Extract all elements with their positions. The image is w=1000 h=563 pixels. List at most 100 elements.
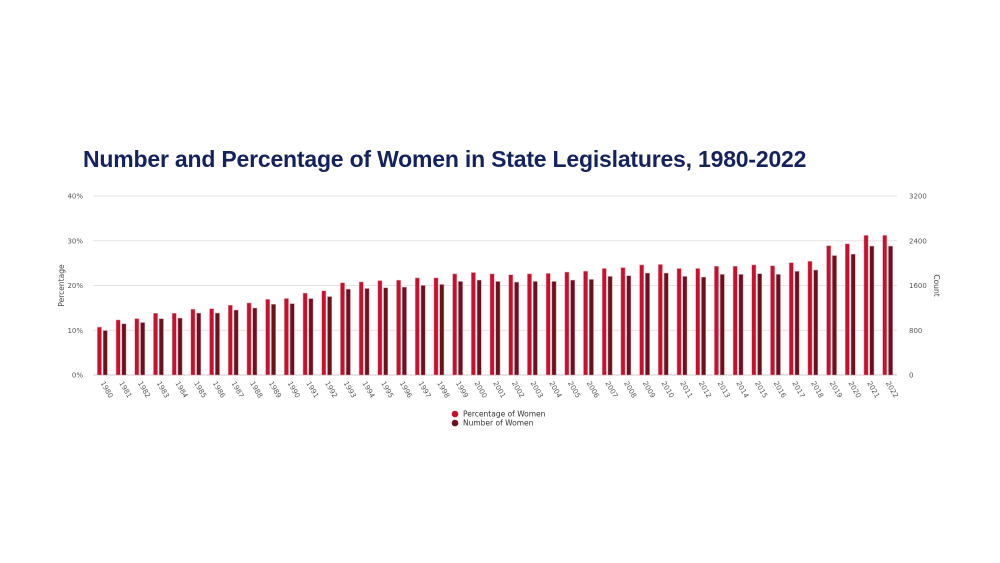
bar-count-2021 xyxy=(869,245,875,376)
bar-count-1983 xyxy=(158,318,164,376)
legend-marker xyxy=(451,419,459,427)
bar-percentage-2009 xyxy=(639,264,645,376)
x-tick-label: 1986 xyxy=(211,380,227,400)
bar-percentage-1991 xyxy=(302,292,308,376)
bar-percentage-2011 xyxy=(676,268,682,376)
x-tick-label: 2015 xyxy=(753,380,769,399)
bar-percentage-1998 xyxy=(433,277,439,376)
x-tick-label: 1996 xyxy=(398,380,414,400)
y-tick-label: 20% xyxy=(67,282,83,290)
y-tick-label: 0% xyxy=(72,372,83,380)
bar-percentage-2006 xyxy=(583,270,588,376)
bar-count-2004 xyxy=(551,281,557,376)
bar-count-1982 xyxy=(140,322,145,376)
bar-count-1998 xyxy=(439,284,445,376)
bar-count-1990 xyxy=(289,303,295,376)
x-tick-label: 2004 xyxy=(547,380,563,400)
x-tick-label: 1982 xyxy=(136,380,152,399)
x-tick-label: 1999 xyxy=(454,380,470,399)
y-tick-label: 30% xyxy=(67,237,83,245)
bar-percentage-2017 xyxy=(788,262,794,376)
bar-count-2009 xyxy=(645,272,650,376)
bar-percentage-2018 xyxy=(807,261,813,376)
bar-count-1995 xyxy=(383,287,389,376)
bar-percentage-1989 xyxy=(265,299,271,376)
bar-percentage-2016 xyxy=(770,265,775,376)
bar-percentage-2004 xyxy=(545,273,551,376)
x-tick-label: 2021 xyxy=(865,380,881,399)
bar-percentage-2002 xyxy=(508,274,514,376)
bar-count-1981 xyxy=(121,323,127,376)
x-tick-label: 1992 xyxy=(323,380,339,399)
bar-percentage-1994 xyxy=(358,281,364,376)
bar-count-2011 xyxy=(682,276,688,376)
x-tick-label: 1984 xyxy=(173,380,189,400)
y2-axis-label: Count xyxy=(932,274,941,296)
bar-percentage-1984 xyxy=(171,312,177,376)
x-tick-label: 1980 xyxy=(99,380,115,399)
bar-percentage-1997 xyxy=(414,277,420,376)
bar-percentage-1986 xyxy=(209,308,214,376)
x-tick-label: 1985 xyxy=(192,380,208,399)
bar-percentage-2001 xyxy=(489,273,495,376)
bar-percentage-1982 xyxy=(134,318,140,376)
bar-count-1994 xyxy=(364,288,370,376)
bar-count-2017 xyxy=(794,271,800,376)
legend-label: Number of Women xyxy=(463,419,534,428)
x-tick-label: 2012 xyxy=(697,380,713,399)
bar-percentage-2008 xyxy=(620,267,626,376)
x-tick-label: 2022 xyxy=(884,380,900,399)
bar-percentage-1988 xyxy=(246,302,252,376)
y2-tick-label: 0 xyxy=(909,372,913,380)
x-tick-label: 2018 xyxy=(809,380,825,399)
bar-percentage-1995 xyxy=(377,280,383,376)
bar-count-1993 xyxy=(345,288,351,376)
bar-percentage-1980 xyxy=(97,326,102,376)
bar-percentage-1996 xyxy=(396,279,401,376)
x-tick-label: 2016 xyxy=(772,380,788,400)
bar-count-2002 xyxy=(514,281,519,376)
x-tick-label: 1989 xyxy=(267,380,283,399)
bar-percentage-2010 xyxy=(658,264,663,376)
bar-count-1988 xyxy=(252,307,258,376)
bar-percentage-1983 xyxy=(153,312,158,376)
bar-count-2003 xyxy=(532,281,538,376)
y2-tick-label: 800 xyxy=(909,327,922,335)
bar-count-2016 xyxy=(776,274,781,376)
bar-count-1980 xyxy=(102,330,108,376)
x-tick-label: 1993 xyxy=(342,380,358,399)
bar-count-2020 xyxy=(850,253,856,376)
bar-percentage-2013 xyxy=(714,266,719,376)
bar-percentage-2015 xyxy=(751,264,757,376)
bar-percentage-2019 xyxy=(826,245,832,376)
bar-count-2008 xyxy=(626,275,632,376)
bar-count-2018 xyxy=(813,269,819,376)
bar-count-1991 xyxy=(308,298,314,376)
x-tick-label: 2014 xyxy=(734,380,750,400)
x-tick-label: 1997 xyxy=(416,380,432,399)
bar-count-1985 xyxy=(196,312,202,376)
x-tick-label: 2019 xyxy=(828,380,844,399)
x-tick-label: 1987 xyxy=(230,380,246,399)
x-tick-label: 2006 xyxy=(585,380,601,400)
bar-percentage-1990 xyxy=(284,298,289,376)
bar-percentage-2021 xyxy=(863,235,869,376)
bar-count-1989 xyxy=(271,304,276,376)
bar-percentage-1985 xyxy=(190,308,196,376)
bar-percentage-1987 xyxy=(227,304,233,376)
bar-percentage-2000 xyxy=(471,272,476,376)
x-tick-label: 1983 xyxy=(155,380,171,399)
bar-count-2005 xyxy=(570,279,576,376)
y-tick-label: 40% xyxy=(67,193,83,201)
x-tick-label: 1998 xyxy=(435,380,451,399)
bar-count-2000 xyxy=(476,279,482,376)
bar-count-2007 xyxy=(607,276,613,376)
x-tick-label: 1991 xyxy=(304,380,320,399)
bar-count-1987 xyxy=(233,309,239,376)
x-tick-label: 1988 xyxy=(248,380,264,399)
bar-percentage-2007 xyxy=(601,268,607,376)
bar-count-2010 xyxy=(663,272,669,376)
x-tick-label: 1981 xyxy=(117,380,133,399)
bar-percentage-2014 xyxy=(732,266,738,376)
